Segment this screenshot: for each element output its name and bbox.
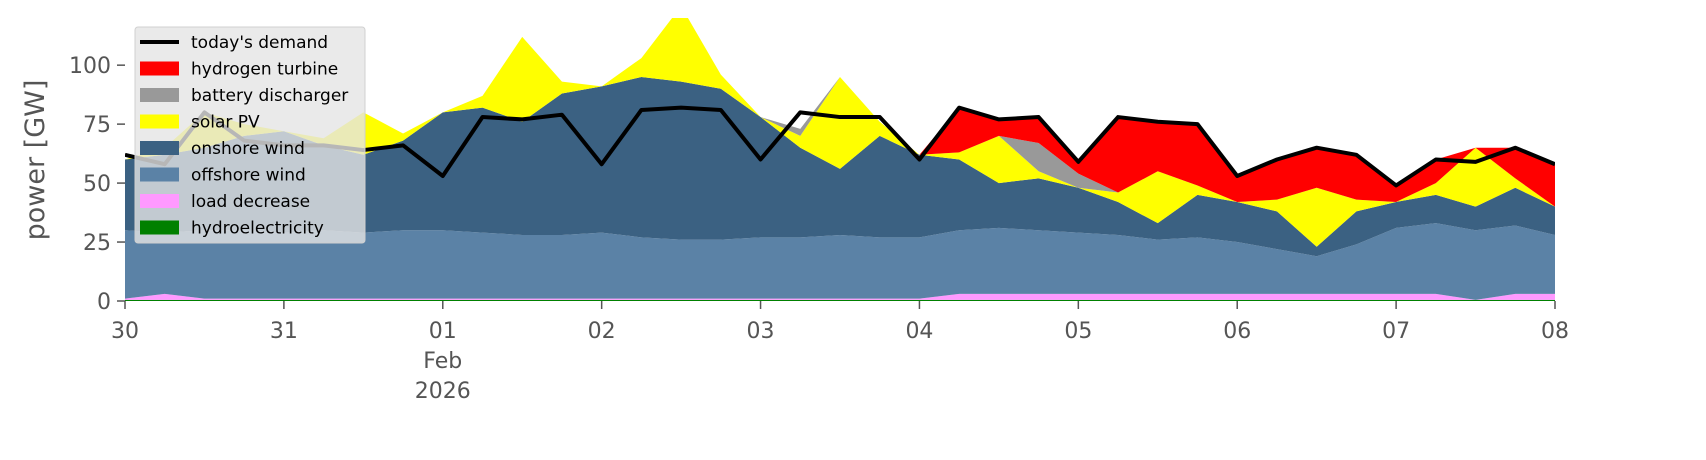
legend: today's demand hydrogen turbine battery di… [134,26,366,244]
y-tick-label: 25 [83,231,111,256]
x-tick-label: 02 [588,319,616,344]
x-tick-label: 08 [1541,319,1569,344]
area [125,76,1555,257]
x-tick-year: 2026 [415,379,471,404]
x-tick-label: 30 [111,319,139,344]
x-tick-label: 07 [1382,319,1410,344]
legend-swatch [140,141,179,155]
x-tick-label: 06 [1223,319,1251,344]
y-axis-label: power [GW] [20,80,51,241]
legend-swatch [140,88,179,102]
y-tick-label: 50 [83,172,111,197]
plot [125,18,1555,301]
area [125,18,1555,247]
area [125,299,1555,301]
x-tick-label: 31 [270,319,298,344]
y-tick-label: 75 [83,113,111,138]
legend-label: onshore wind [191,139,305,159]
legend-swatch [140,61,179,76]
legend-swatch [140,114,179,129]
legend-label: hydroelectricity [191,219,324,239]
area [125,18,1555,207]
legend-label: battery discharger [191,86,348,106]
x-tick-label: 03 [747,319,775,344]
x-tick-label: 05 [1064,319,1092,344]
x-tick-month: Feb [423,349,462,374]
x-tick-label: 01 [429,319,457,344]
legend-swatch [140,167,179,182]
legend-label: load decrease [191,192,310,212]
legend-swatch [140,194,179,208]
legend-label: today's demand [191,33,328,53]
area [125,293,1555,300]
legend-label: offshore wind [191,166,306,186]
legend-label: hydrogen turbine [191,60,338,80]
x-tick-label: 04 [905,319,933,344]
area [125,223,1555,300]
legend-swatch [140,220,179,235]
y-tick-label: 100 [69,54,111,79]
legend-box [134,26,366,244]
y-tick-label: 0 [97,290,111,315]
legend-label: solar PV [191,113,260,133]
